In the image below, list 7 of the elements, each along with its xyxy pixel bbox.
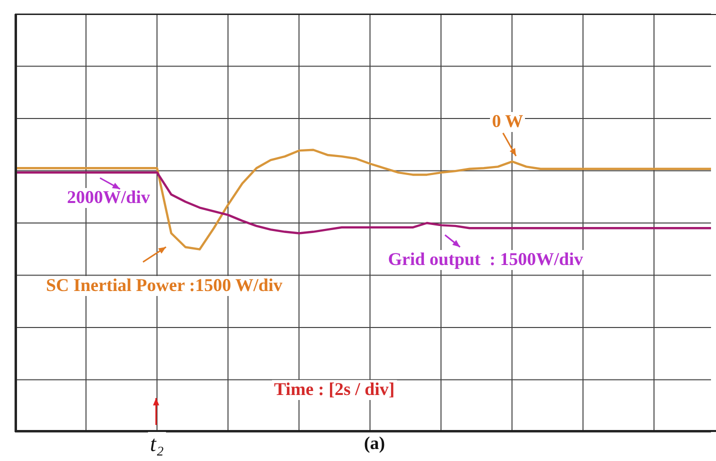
text: t₂ (150, 431, 164, 456)
text: SC Inertial Power :1500 W/div (46, 275, 282, 295)
text: 0 W (492, 111, 524, 131)
text: Time : [2s / div] (274, 379, 395, 399)
annotation: 2000W/div (67, 187, 150, 207)
text: (a) (364, 433, 385, 453)
annotation: Grid output : 1500W/div (388, 249, 584, 269)
